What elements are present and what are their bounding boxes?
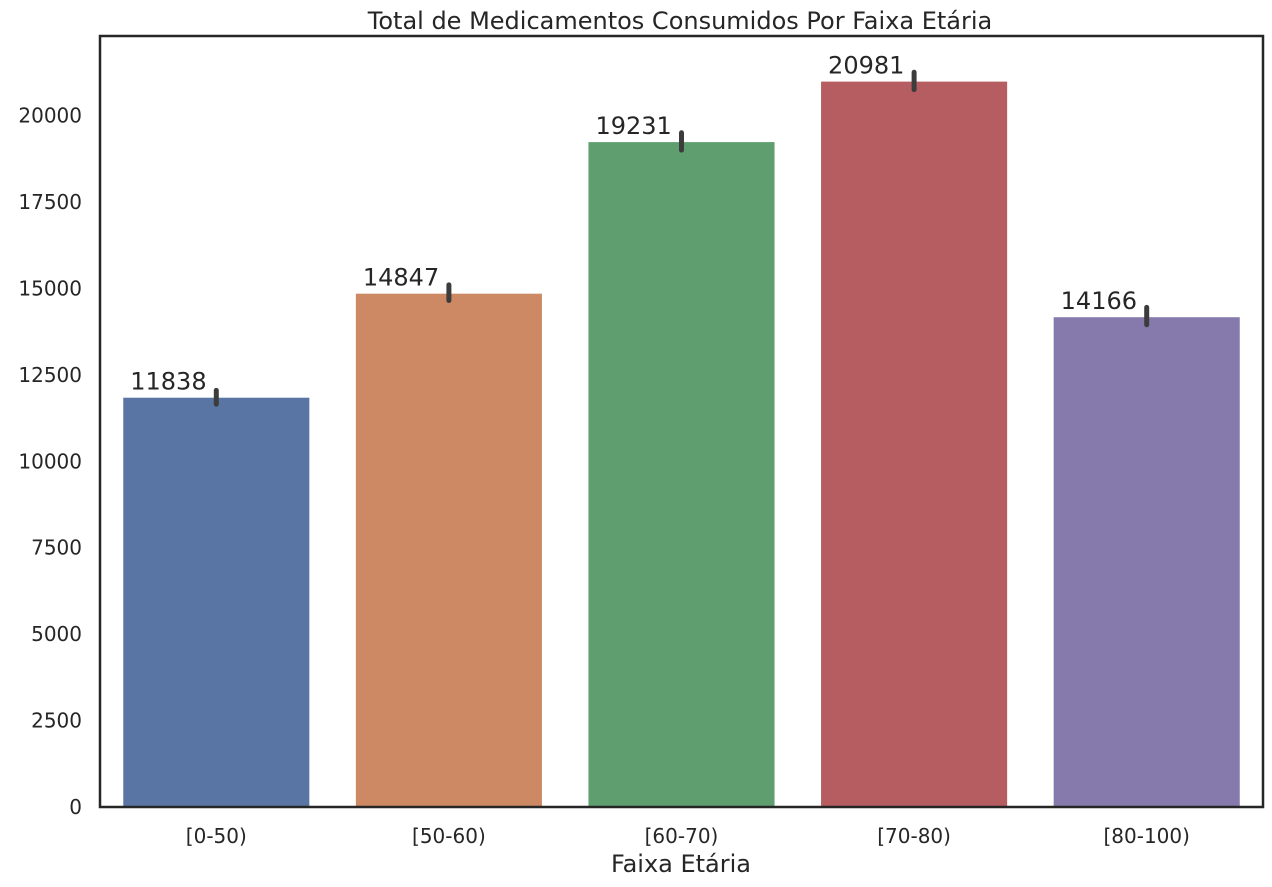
- y-tick-label: 20000: [18, 104, 82, 128]
- data-label-[0-50): 11838: [130, 368, 206, 396]
- x-tick-label: [0-50): [186, 824, 247, 848]
- y-tick-label: 17500: [18, 190, 82, 214]
- y-tick-label: 2500: [31, 709, 82, 733]
- x-tick-label: [80-100): [1103, 824, 1189, 848]
- y-axis: 0 2500 5000 7500 10000 12500 15000 17500 20000: [18, 104, 82, 819]
- y-tick-label: 15000: [18, 276, 82, 300]
- y-tick-label: 0: [69, 795, 82, 819]
- data-label-[70-80): 20981: [828, 52, 904, 80]
- data-label-[50-60): 14847: [363, 264, 439, 292]
- bar-[0-50): [123, 397, 310, 807]
- bar-[70-80): [821, 81, 1008, 808]
- x-tick-label: [60-70): [645, 824, 719, 848]
- y-tick-label: 12500: [18, 363, 82, 387]
- data-label-[80-100): 14166: [1061, 287, 1137, 315]
- y-tick-label: 10000: [18, 449, 82, 473]
- data-label-[60-70): 19231: [595, 112, 671, 140]
- y-tick-label: 5000: [31, 622, 82, 646]
- bar-[80-100): [1053, 317, 1240, 807]
- y-tick-label: 7500: [31, 536, 82, 560]
- x-axis-label: Faixa Etária: [611, 850, 751, 878]
- bar-[60-70): [588, 142, 775, 808]
- plot-frame: [98, 34, 1265, 809]
- x-tick-label: [50-60): [412, 824, 486, 848]
- x-tick-label: [70-80): [877, 824, 951, 848]
- x-axis: [0-50) [50-60) [60-70) [70-80) [80-100): [186, 824, 1190, 848]
- chart-title: Total de Medicamentos Consumidos Por Fai…: [367, 7, 992, 35]
- bar-[50-60): [355, 293, 542, 807]
- bars-layer: 11838 14847 19231 20981 14166: [123, 52, 1240, 808]
